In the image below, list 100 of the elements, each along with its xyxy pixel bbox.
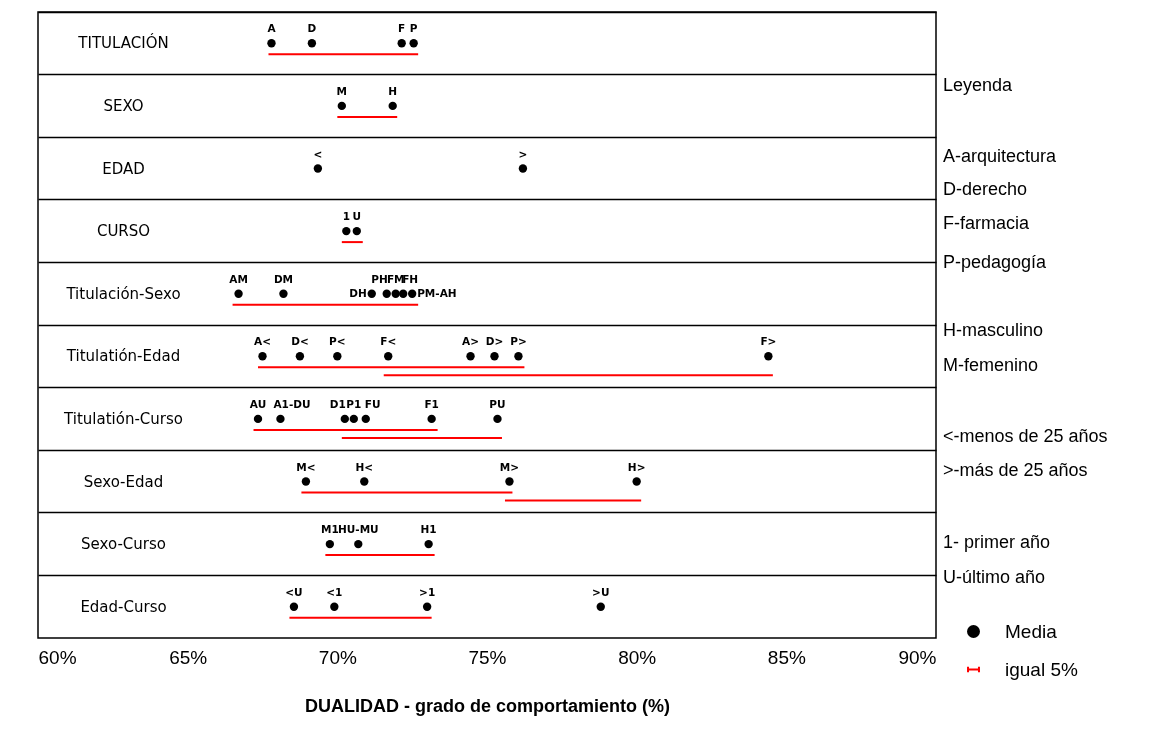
data-label: > xyxy=(518,147,528,160)
data-label: P< xyxy=(329,335,346,348)
point xyxy=(342,226,351,236)
data-label: D> xyxy=(485,335,504,348)
legend-label: Media xyxy=(1005,620,1058,642)
point xyxy=(367,289,376,298)
point xyxy=(289,602,299,611)
y-tick-label: CURSO xyxy=(96,222,151,241)
data-label: FU xyxy=(364,397,381,410)
data-label: FM xyxy=(386,272,405,285)
point xyxy=(493,414,502,424)
data-label: >1 xyxy=(419,585,436,598)
point xyxy=(361,414,370,424)
legend-label: igual 5% xyxy=(1005,658,1078,680)
y-tick-label: SEXO xyxy=(103,96,144,115)
text: A-arquitectura xyxy=(943,146,1057,167)
point xyxy=(330,602,339,611)
text: P-pedagogía xyxy=(943,252,1047,273)
data-label: U xyxy=(352,210,362,223)
x-tick-label: 85% xyxy=(767,646,806,668)
data-label: H> xyxy=(627,460,646,473)
point xyxy=(407,289,417,298)
y-tick-label: EDAD xyxy=(102,159,145,178)
data-label: H1 xyxy=(420,523,437,536)
point xyxy=(764,352,773,361)
point xyxy=(388,101,397,111)
data-label: >U xyxy=(592,585,610,598)
text: U-último año xyxy=(943,567,1046,588)
text: <-menos de 25 años xyxy=(943,426,1108,447)
x-tick-label: 65% xyxy=(169,646,208,668)
point xyxy=(352,226,361,236)
data-label: A xyxy=(267,22,277,35)
point xyxy=(409,39,418,48)
point xyxy=(253,414,263,424)
text: Leyenda xyxy=(943,75,1013,96)
data-label: PU xyxy=(489,397,506,410)
point xyxy=(234,289,243,298)
x-tick-label: 75% xyxy=(468,646,507,668)
data-label: A< xyxy=(254,335,271,348)
data-label: M1 xyxy=(320,523,339,536)
data-label: P xyxy=(409,22,418,35)
point xyxy=(518,164,528,173)
data-label: A1-DU xyxy=(273,397,311,410)
point xyxy=(325,539,335,549)
point xyxy=(505,477,514,486)
point xyxy=(340,414,349,424)
point xyxy=(514,352,523,361)
data-label: AU xyxy=(249,397,267,410)
x-tick-label: 60% xyxy=(38,646,77,668)
data-label: M< xyxy=(296,460,316,473)
x-tick-label: 80% xyxy=(618,646,657,668)
data-label: H< xyxy=(355,460,374,473)
point xyxy=(424,539,433,549)
text: D-derecho xyxy=(943,179,1028,200)
point xyxy=(427,414,436,424)
text: >-más de 25 años xyxy=(943,460,1088,481)
data-label: < xyxy=(313,147,323,160)
data-label: M xyxy=(336,84,348,97)
data-label: FH xyxy=(402,272,419,285)
point xyxy=(279,289,288,298)
data-label: D xyxy=(307,22,317,35)
point xyxy=(354,539,363,549)
point xyxy=(295,352,305,361)
data-label: D< xyxy=(291,335,309,348)
data-label: DH xyxy=(349,286,367,299)
y-tick-label: Edad-Curso xyxy=(80,597,167,616)
y-tick-label: Titulación-Sexo xyxy=(65,284,181,303)
data-label: <U xyxy=(285,585,303,598)
point xyxy=(632,477,641,486)
annotation: 1 xyxy=(342,210,350,223)
data-label: PM-AH xyxy=(417,286,457,299)
data-label: PH xyxy=(371,272,388,285)
point xyxy=(337,101,347,111)
x-tick-label: 90% xyxy=(898,646,937,668)
text: H-masculino xyxy=(943,320,1044,341)
data-label: AM xyxy=(229,272,248,285)
data-label: P> xyxy=(510,335,527,348)
data-label: <1 xyxy=(326,585,343,598)
point xyxy=(313,164,323,173)
data-label: H xyxy=(388,84,398,97)
data-label: F1 xyxy=(424,397,439,410)
point xyxy=(397,39,406,48)
point xyxy=(267,39,276,48)
point xyxy=(490,352,499,361)
data-label: D1 xyxy=(329,397,346,410)
point xyxy=(349,414,358,424)
data-label: A> xyxy=(462,335,480,348)
y-tick-label: TITULACIÓN xyxy=(77,33,169,53)
data-label: M> xyxy=(499,460,520,473)
point xyxy=(307,39,317,48)
point xyxy=(384,352,393,361)
point xyxy=(333,352,342,361)
y-tick-label: Titulatión-Curso xyxy=(63,409,183,428)
y-tick-label: Titulatión-Edad xyxy=(65,347,181,366)
y-tick-label: Sexo-Edad xyxy=(83,472,164,491)
point xyxy=(399,289,408,298)
point xyxy=(422,602,432,611)
data-label: HU-MU xyxy=(337,523,379,536)
x-axis-title: DUALIDAD - grado de comportamiento (%) xyxy=(304,695,671,716)
data-label: P1 xyxy=(346,397,362,410)
